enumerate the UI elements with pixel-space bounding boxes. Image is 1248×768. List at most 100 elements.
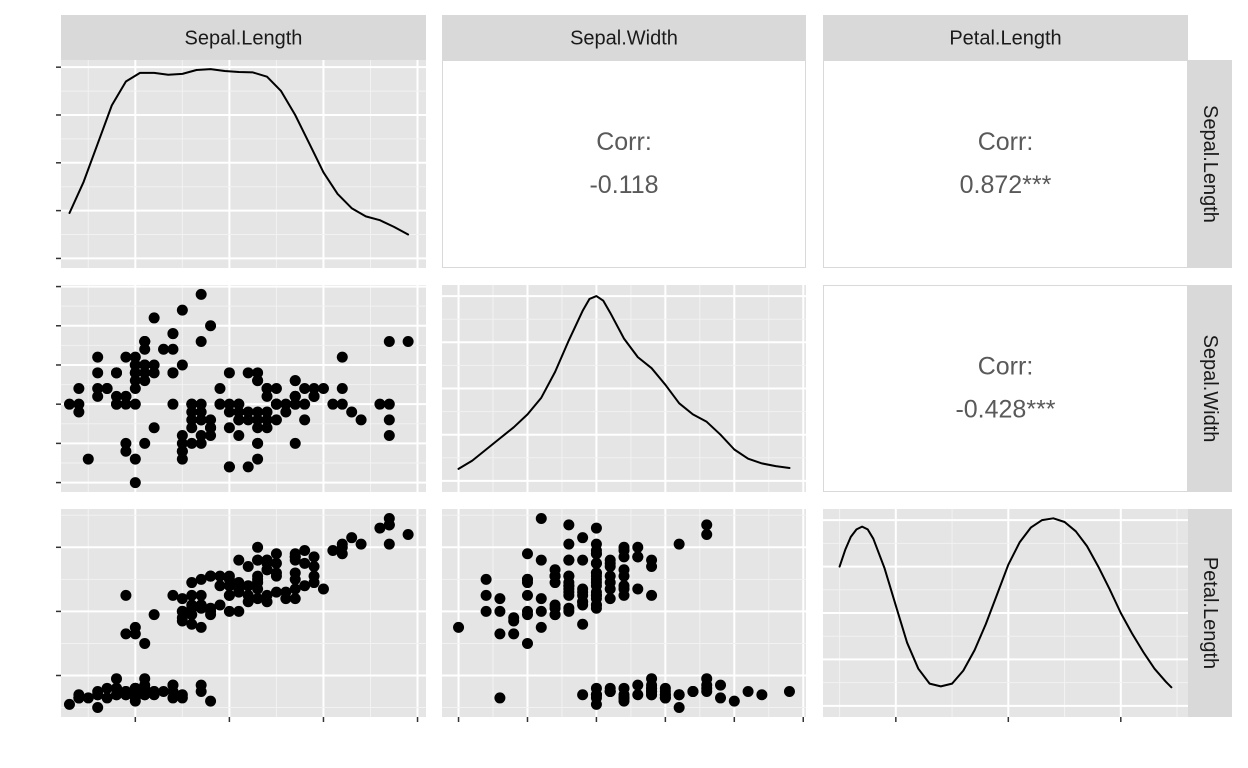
data-point xyxy=(139,682,151,694)
data-point xyxy=(186,618,198,630)
data-point xyxy=(618,545,630,557)
data-point xyxy=(92,367,104,379)
data-point xyxy=(148,312,160,324)
data-point xyxy=(535,621,547,633)
data-point xyxy=(577,554,589,566)
data-point xyxy=(577,689,589,701)
data-point xyxy=(383,335,395,347)
data-point xyxy=(195,437,207,449)
data-point xyxy=(327,398,339,410)
data-point xyxy=(590,599,602,611)
data-point xyxy=(101,692,113,704)
data-point xyxy=(701,519,713,531)
data-point xyxy=(82,453,94,465)
data-point xyxy=(223,605,235,617)
data-point xyxy=(280,406,292,418)
data-point xyxy=(186,577,198,589)
strip-top-0 xyxy=(61,15,426,60)
data-point xyxy=(167,686,179,698)
data-point xyxy=(242,414,254,426)
data-point xyxy=(195,406,207,418)
data-point xyxy=(148,359,160,371)
data-point xyxy=(327,545,339,557)
data-point xyxy=(453,621,465,633)
data-point xyxy=(577,596,589,608)
data-point xyxy=(346,532,358,544)
data-point xyxy=(101,682,113,694)
data-point xyxy=(535,605,547,617)
data-point xyxy=(111,367,123,379)
data-point xyxy=(604,554,616,566)
data-point xyxy=(223,461,235,473)
data-point xyxy=(270,414,282,426)
data-point xyxy=(346,406,358,418)
data-point xyxy=(701,673,713,685)
data-point xyxy=(270,557,282,569)
data-point xyxy=(494,692,506,704)
data-point xyxy=(590,580,602,592)
data-point xyxy=(317,383,329,394)
data-point xyxy=(120,589,132,601)
data-point xyxy=(299,545,311,557)
data-point xyxy=(299,383,311,394)
data-point xyxy=(223,589,235,601)
strip-right-label: Petal.Length xyxy=(1199,557,1221,669)
data-point xyxy=(223,422,235,434)
data-point xyxy=(186,406,198,418)
data-point xyxy=(535,554,547,566)
data-point xyxy=(317,583,329,595)
data-point xyxy=(632,583,644,595)
data-point xyxy=(242,561,254,573)
data-point xyxy=(252,573,264,585)
data-point xyxy=(195,398,207,410)
data-point xyxy=(129,398,141,410)
data-point xyxy=(139,335,151,347)
strip-right-1 xyxy=(1188,285,1232,492)
data-point xyxy=(289,375,301,387)
data-point xyxy=(129,477,141,489)
data-point xyxy=(280,593,292,605)
data-point xyxy=(233,586,245,598)
data-point xyxy=(590,557,602,569)
data-point xyxy=(687,686,699,698)
data-point xyxy=(480,589,492,601)
data-point xyxy=(280,398,292,410)
data-point xyxy=(383,398,395,410)
data-point xyxy=(673,538,685,550)
data-point xyxy=(167,589,179,601)
data-point xyxy=(289,583,301,595)
data-point xyxy=(494,605,506,617)
data-point xyxy=(252,554,264,566)
data-point xyxy=(308,551,320,563)
data-point xyxy=(673,689,685,701)
data-point xyxy=(270,383,282,394)
panel-background xyxy=(61,285,426,492)
data-point xyxy=(308,570,320,582)
data-point xyxy=(120,390,132,402)
data-point xyxy=(214,570,226,582)
data-point xyxy=(659,682,671,694)
data-point xyxy=(73,406,85,418)
data-point xyxy=(205,605,217,617)
data-point xyxy=(195,414,207,426)
data-point xyxy=(402,528,414,540)
data-point xyxy=(139,359,151,371)
data-point xyxy=(336,351,348,363)
strip-top-2 xyxy=(823,15,1188,60)
data-point xyxy=(383,519,395,531)
data-point xyxy=(214,398,226,410)
data-point xyxy=(233,398,245,410)
panel-density-r1c1 xyxy=(442,285,806,492)
data-point xyxy=(242,596,254,608)
data-point xyxy=(336,398,348,410)
data-point xyxy=(111,390,123,402)
corr-label: Corr: xyxy=(978,128,1034,156)
strip-top-1 xyxy=(442,15,806,60)
panel-corr-r0c2: Corr: 0.872*** xyxy=(823,60,1188,268)
data-point xyxy=(167,398,179,410)
data-point xyxy=(120,628,132,640)
data-point xyxy=(92,702,104,714)
data-point xyxy=(195,621,207,633)
data-point xyxy=(176,304,188,316)
data-point xyxy=(120,689,132,701)
